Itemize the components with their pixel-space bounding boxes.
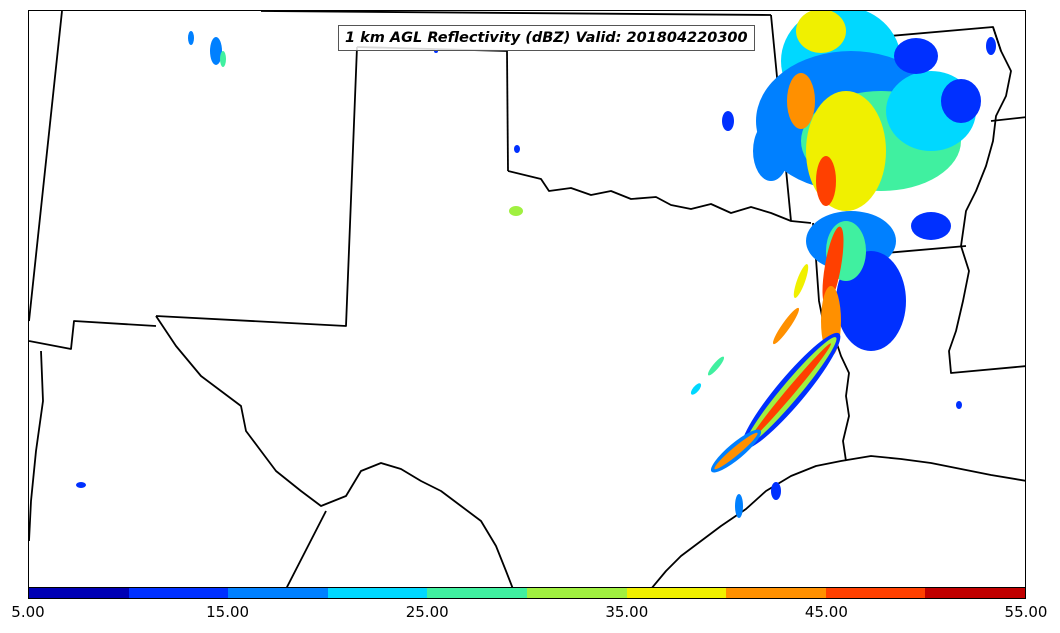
echo-isolated [210,37,222,65]
colorbar-segment [327,588,428,598]
echo-north-core [816,156,836,206]
echo-isolated [509,206,523,216]
colorbar-segment [925,588,1025,598]
map-frame: 1 km AGL Reflectivity (dBZ) Valid: 20180… [28,10,1026,588]
colorbar-tick-label: 5.00 [11,603,45,621]
political-boundaries [29,11,1025,587]
echo-isolated [771,482,781,500]
border-mexico-southwest [29,350,44,542]
colorbar-tick-label: 35.00 [605,603,649,621]
border-nm-tx-west [155,46,358,327]
colorbar-segment [825,588,926,598]
echo-north-core [787,73,815,129]
colorbar-tick-label: 25.00 [405,603,449,621]
colorbar-segment [526,588,627,598]
colorbar-tick-label: 55.00 [1004,603,1048,621]
echo-isolated [722,111,734,131]
gulf-coastline [651,455,1025,587]
echo-north-core [796,11,846,53]
echo-squall-line [751,343,831,439]
echo-north-outer [911,212,951,240]
colorbar-tick-label: 45.00 [804,603,848,621]
echo-north-outer [941,79,981,123]
border-ms-north [990,116,1025,122]
map-title: 1 km AGL Reflectivity (dBZ) Valid: 20180… [338,25,755,51]
echo-squall-line [714,432,758,470]
colorbar [28,587,1026,599]
echo-north-outer [753,121,789,181]
border-mississippi-river [948,26,1025,374]
echo-squall-line [772,307,800,345]
border-arizona-east [29,11,63,322]
echo-isolated [735,494,743,518]
echo-squall-line [690,383,702,395]
colorbar-segment [228,588,328,598]
echo-squall-line [707,356,725,376]
reflectivity-map [29,11,1025,587]
colorbar-segment [626,588,727,598]
echo-isolated [956,401,962,409]
border-mexico-south [286,510,327,587]
border-red-river [507,170,812,224]
colorbar-segment [128,588,229,598]
echo-squall-line [793,264,809,298]
border-tx-la-sabine [815,258,850,462]
echo-isolated [188,31,194,45]
border-mexico-west [29,320,157,350]
echo-north-outer [894,38,938,74]
border-rio-grande [155,315,514,587]
echo-isolated [220,51,226,67]
echo-isolated [514,145,520,153]
border-ok-north [260,11,772,16]
colorbar-segment [726,588,826,598]
colorbar-segment [29,588,129,598]
reflectivity-echoes [76,11,996,518]
echo-central-core [822,226,844,306]
colorbar-tick-label: 15.00 [206,603,250,621]
colorbar-segment [427,588,527,598]
border-tx-panhandle-east [506,50,509,172]
echo-isolated [76,482,86,488]
echo-isolated [986,37,996,55]
